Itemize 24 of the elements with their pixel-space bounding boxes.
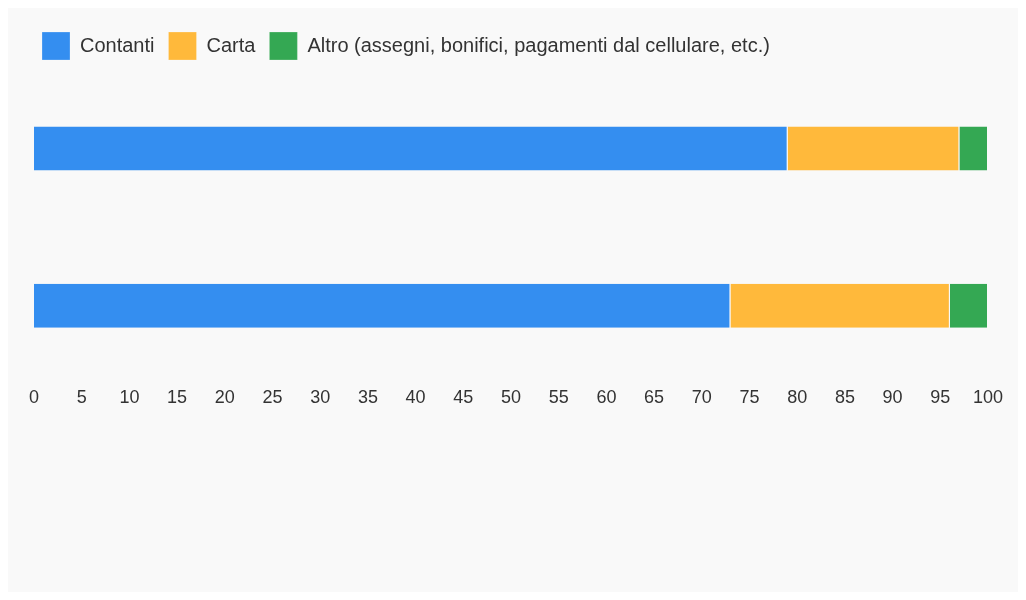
x-tick-label: 80 <box>787 387 808 408</box>
x-tick-label: 10 <box>119 387 140 408</box>
legend-label: Contanti <box>80 33 155 56</box>
x-tick-label: 75 <box>739 387 760 408</box>
x-tick-label: 60 <box>596 387 617 408</box>
x-tick-label: 0 <box>28 387 40 408</box>
x-tick-label: 35 <box>357 387 378 408</box>
x-tick-label: 50 <box>500 387 522 408</box>
x-tick-label: 55 <box>548 387 569 408</box>
x-tick-label: 65 <box>644 387 665 408</box>
x-tick-label: 85 <box>834 387 855 408</box>
x-tick-label: 90 <box>882 387 903 408</box>
legend-label: Carta <box>206 33 257 56</box>
x-tick-label: 95 <box>930 387 951 408</box>
x-tick-label: 15 <box>167 387 188 408</box>
x-tick-label: 100 <box>972 387 1004 408</box>
x-tick-label: 70 <box>691 387 712 408</box>
x-tick-label: 40 <box>405 387 426 408</box>
x-tick-label: 25 <box>262 387 283 408</box>
x-tick-label: 20 <box>214 387 235 408</box>
x-tick-label: 5 <box>76 387 87 408</box>
x-tick-label: 30 <box>310 387 331 408</box>
x-tick-label: 45 <box>453 387 474 408</box>
legend-label: Altro (assegni, bonifici, pagamenti dal cellulare, etc.) <box>307 33 770 56</box>
